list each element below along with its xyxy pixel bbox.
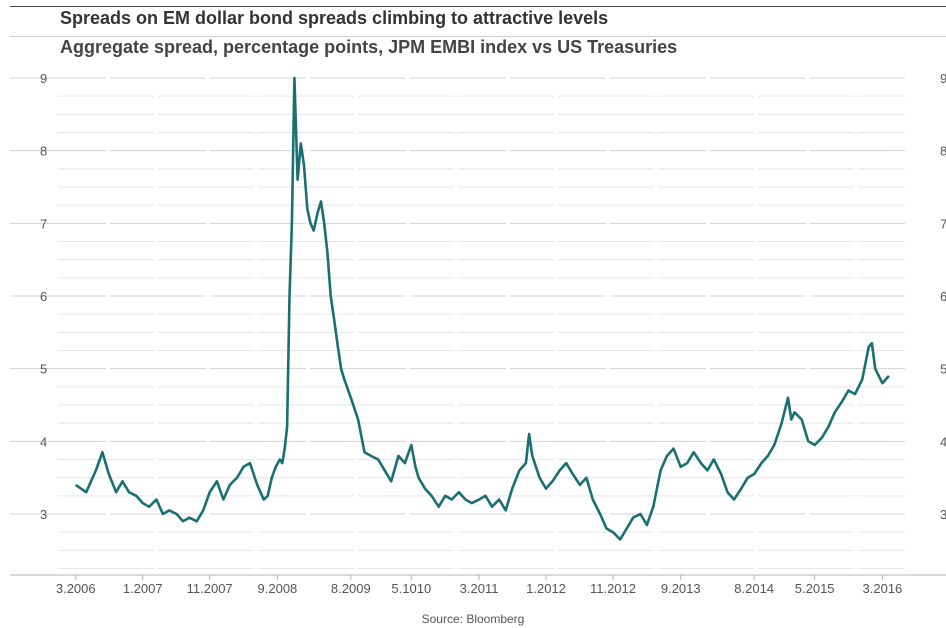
x-tick-label: 3.2011 bbox=[460, 581, 499, 596]
x-tick-label: 3.2006 bbox=[56, 581, 96, 596]
gridlines bbox=[10, 77, 946, 576]
subtitle-rule bbox=[10, 36, 946, 37]
y-tick-label-right: 6 bbox=[940, 289, 946, 304]
y-tick-label: 8 bbox=[40, 144, 47, 159]
x-tick-label: 5.2015 bbox=[795, 581, 835, 596]
y-tick-label-right: 7 bbox=[940, 216, 946, 231]
y-tick-label-right: 8 bbox=[940, 144, 946, 159]
chart-title: Spreads on EM dollar bond spreads climbi… bbox=[60, 8, 609, 28]
y-tick-label-right: 9 bbox=[940, 71, 946, 86]
x-tick-label: 9.2008 bbox=[258, 581, 298, 596]
series-line-embi-spread bbox=[74, 76, 890, 541]
x-tick-label: 8.2009 bbox=[331, 581, 371, 596]
x-tick-label: 11.2012 bbox=[590, 581, 636, 596]
y-tick-label: 5 bbox=[40, 362, 47, 377]
chart-subtitle: Aggregate spread, percentage points, JPM… bbox=[60, 37, 678, 57]
y-tick-label-right: 3 bbox=[940, 507, 946, 522]
x-tick-label: 1.2012 bbox=[526, 581, 566, 596]
x-tick-label: 1.2007 bbox=[123, 581, 163, 596]
x-axis-ticks: 3.2006 1.2007 11.2007 9.2008 8.2009 5.1010 3.2… bbox=[56, 575, 902, 596]
source-note: Source: Bloomberg bbox=[421, 612, 525, 626]
y-tick-label: 4 bbox=[40, 434, 47, 449]
x-tick-label: 8.2014 bbox=[734, 581, 774, 596]
x-tick-label: 5.1010 bbox=[391, 581, 431, 596]
y-tick-label-right: 4 bbox=[940, 434, 946, 449]
y-tick-label-right: 5 bbox=[940, 362, 946, 377]
y-tick-label: 3 bbox=[40, 507, 47, 522]
series-layer bbox=[74, 76, 890, 541]
top-rule bbox=[10, 6, 946, 7]
y-axis-ticks: 3 3 4 4 5 5 6 6 7 7 8 8 9 9 bbox=[40, 71, 946, 522]
y-tick-label: 7 bbox=[40, 216, 47, 231]
line-chart: 3 3 4 4 5 5 6 6 7 7 8 8 9 9 3.2006 1.2007 11.2007 9.2008… bbox=[10, 71, 946, 596]
y-tick-label: 6 bbox=[40, 289, 47, 304]
x-tick-label: 11.2007 bbox=[187, 581, 233, 596]
y-tick-label: 9 bbox=[40, 71, 47, 86]
x-tick-label: 9.2013 bbox=[661, 581, 701, 596]
x-tick-label: 3.2016 bbox=[863, 581, 903, 596]
